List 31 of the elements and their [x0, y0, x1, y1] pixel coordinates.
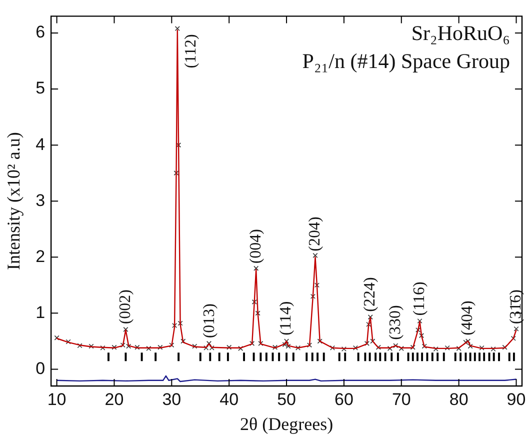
y-tick-label: 5 — [36, 78, 46, 98]
annotation: (112) — [182, 34, 200, 68]
annotation: (330) — [386, 305, 404, 340]
x-tick-label: 50 — [277, 390, 296, 409]
annotation: (224) — [362, 277, 379, 312]
annotation: (013) — [200, 304, 218, 338]
annotation: (31̄6) — [507, 290, 524, 324]
annotation: (404) — [459, 300, 476, 336]
x-tick-label: 40 — [220, 390, 239, 409]
y-tick-label: 1 — [36, 302, 46, 322]
x-tick-label: 30 — [162, 390, 182, 409]
x-tick-label: 70 — [392, 390, 411, 409]
x-tick-label: 10 — [47, 390, 66, 409]
x-axis-title: 2θ (Degrees) — [240, 414, 334, 434]
x-tick-label: 90 — [506, 390, 526, 409]
y-tick-label: 6 — [36, 22, 46, 42]
x-tick-label: 60 — [334, 390, 354, 409]
annotation: (114) — [278, 301, 295, 336]
annotation: (116) — [410, 282, 428, 316]
annotation: (004) — [247, 229, 264, 264]
annotation: Sr₂HoRuO₆ — [411, 21, 510, 46]
x-tick-label: 80 — [449, 390, 468, 409]
x-tick-label: 20 — [104, 390, 124, 409]
y-tick-label: 4 — [36, 134, 46, 154]
y-axis-title: Intensity (x10² a.u) — [4, 132, 24, 270]
annotation: (002) — [116, 290, 134, 324]
y-tick-label: 2 — [36, 246, 46, 266]
annotation: (204) — [306, 216, 324, 252]
y-tick-label: 3 — [36, 190, 46, 210]
y-tick-label: 0 — [36, 358, 46, 378]
annotation: P₂₁/n (#14) Space Group — [302, 49, 510, 74]
